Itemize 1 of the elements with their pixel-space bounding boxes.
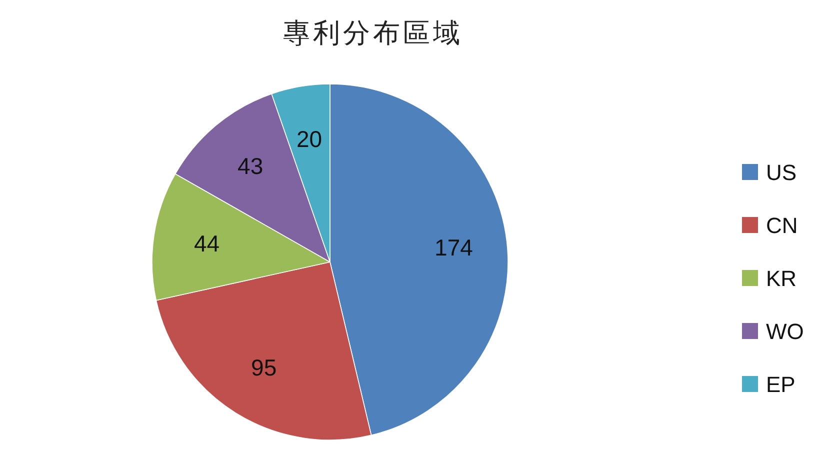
title: 專利分布區域 — [283, 18, 463, 49]
